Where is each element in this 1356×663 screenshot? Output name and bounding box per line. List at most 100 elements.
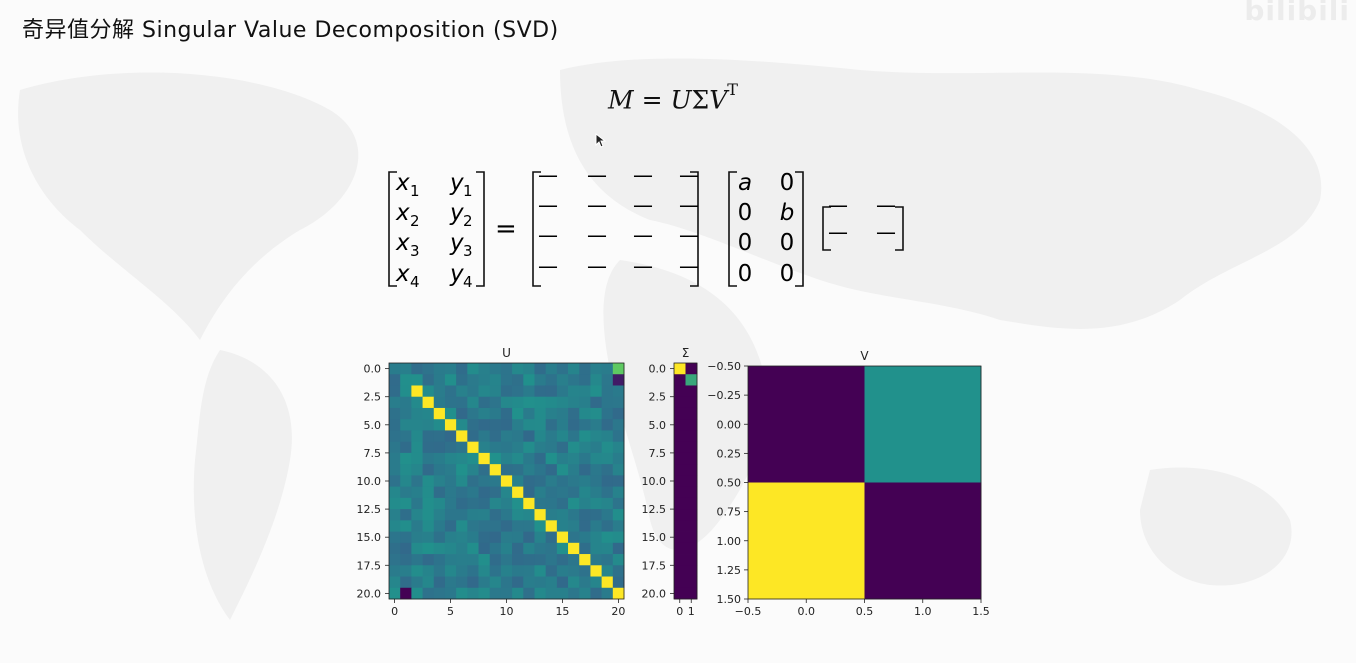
u-heatmap-cell	[534, 396, 547, 409]
v-matrix-left-bracket	[822, 206, 831, 251]
u-heatmap-cell	[512, 497, 524, 510]
sigma-heatmap-cell	[674, 486, 686, 499]
u-heatmap-cell	[556, 374, 569, 386]
u-cell-dash: —	[587, 163, 607, 187]
u-heatmap-cell	[579, 419, 591, 431]
sigma-heatmap-cell	[685, 486, 698, 499]
u-heatmap-cell	[556, 497, 569, 510]
u-heatmap-cell	[556, 419, 569, 431]
u-heatmap-cell	[512, 486, 524, 499]
u-heatmap-cell	[478, 464, 491, 476]
u-heatmap-cell	[444, 587, 457, 600]
u-heatmap-cell	[556, 441, 569, 454]
sigma-heatmap-cell	[685, 363, 698, 375]
u-heatmap-cell	[478, 497, 491, 510]
u-cell-dash: —	[679, 193, 699, 217]
u-heatmap-cell	[444, 396, 457, 409]
watermark-logo: bilibili	[1244, 0, 1350, 27]
u-heatmap-cell	[512, 452, 524, 465]
u-heatmap-cell	[523, 475, 535, 488]
sigma-heatmap-cell	[685, 441, 698, 454]
u-heatmap-cell	[389, 396, 401, 409]
u-heatmap-cell	[467, 587, 479, 600]
u-heatmap-cell	[579, 385, 591, 398]
u-heatmap-cell	[590, 509, 603, 521]
u-heatmap-cell	[534, 531, 547, 544]
u-heatmap-cell	[433, 430, 446, 443]
u-heatmap-cell	[568, 430, 580, 443]
u-heatmap-cell	[568, 374, 580, 386]
u-heatmap-cell	[389, 419, 401, 431]
u-heatmap-cell	[579, 542, 591, 555]
u-heatmap-cell	[489, 464, 502, 476]
tick-label: 0.50	[717, 477, 742, 490]
u-heatmap-cell	[444, 452, 457, 465]
lhs-cell-x: x	[395, 230, 410, 256]
u-heatmap-cell	[489, 531, 502, 544]
u-heatmap-cell	[545, 497, 558, 510]
tick-label: 1	[688, 605, 695, 618]
u-heatmap-cell	[579, 396, 591, 409]
sigma-heatmap-cell	[674, 430, 686, 443]
tick-label: 0.75	[717, 506, 742, 519]
u-heatmap-cell	[467, 554, 479, 566]
u-heatmap-cell	[601, 452, 614, 465]
u-heatmap-cell	[456, 441, 468, 454]
u-heatmap-cell	[500, 497, 513, 510]
sigma-heatmap-cell	[685, 542, 698, 555]
u-heatmap-cell	[512, 576, 524, 589]
tick-label: 2.5	[364, 391, 382, 404]
u-heatmap-cell	[489, 475, 502, 488]
u-heatmap-cell	[568, 363, 580, 375]
u-heatmap-cell	[590, 576, 603, 589]
u-heatmap-cell	[545, 486, 558, 499]
tick-label: 15	[555, 605, 569, 618]
u-heatmap-cell	[500, 542, 513, 555]
sigma-heatmap-cell	[685, 565, 698, 577]
u-heatmap-cell	[534, 587, 547, 600]
tick-label: 5.0	[364, 419, 382, 432]
u-heatmap-cell	[545, 509, 558, 521]
u-heatmap-cell	[467, 531, 479, 544]
u-heatmap-cell	[411, 441, 423, 454]
slide-title: 奇异值分解 Singular Value Decomposition (SVD)	[22, 18, 559, 43]
u-heatmap-cell	[601, 396, 614, 409]
u-heatmap-cell	[545, 531, 558, 544]
tick-label: 0	[391, 605, 398, 618]
u-heatmap-cell	[433, 385, 446, 398]
u-heatmap-cell	[478, 554, 491, 566]
u-heatmap-cell	[489, 576, 502, 589]
u-heatmap-cell	[512, 396, 524, 409]
u-heatmap-cell	[389, 452, 401, 465]
u-heatmap-cell	[478, 531, 491, 544]
u-heatmap-cell	[568, 407, 580, 420]
u-heatmap-cell	[467, 486, 479, 499]
u-heatmap-cell	[590, 520, 603, 532]
u-heatmap-cell	[523, 407, 535, 420]
u-heatmap-cell	[389, 374, 401, 386]
lhs-sub-x: 3	[410, 242, 420, 260]
u-heatmap-cell	[612, 419, 625, 431]
u-heatmap-cell	[512, 374, 524, 386]
u-heatmap-cell	[523, 486, 535, 499]
u-heatmap-cell	[523, 509, 535, 521]
u-heatmap-cell	[545, 452, 558, 465]
u-heatmap-cell	[568, 464, 580, 476]
u-heatmap-cell	[556, 464, 569, 476]
u-heatmap-cell	[411, 452, 423, 465]
u-heatmap-cell	[478, 385, 491, 398]
u-heatmap-cell	[523, 587, 535, 600]
sigma-heatmap-cell	[674, 587, 686, 600]
u-heatmap-cell	[444, 430, 457, 443]
u-heatmap-cell	[389, 497, 401, 510]
tick-label: 20.0	[357, 587, 382, 600]
lhs-sub-y: 4	[463, 273, 473, 291]
u-heatmap-cell	[556, 531, 569, 544]
u-heatmap-cell	[556, 363, 569, 375]
lhs-cell-y: y	[449, 170, 464, 196]
u-heatmap-cell	[400, 430, 412, 443]
u-heatmap-cell	[512, 531, 524, 544]
formula-v: V	[709, 85, 728, 115]
u-heatmap-cell	[590, 452, 603, 465]
u-heatmap-cell	[556, 407, 569, 420]
